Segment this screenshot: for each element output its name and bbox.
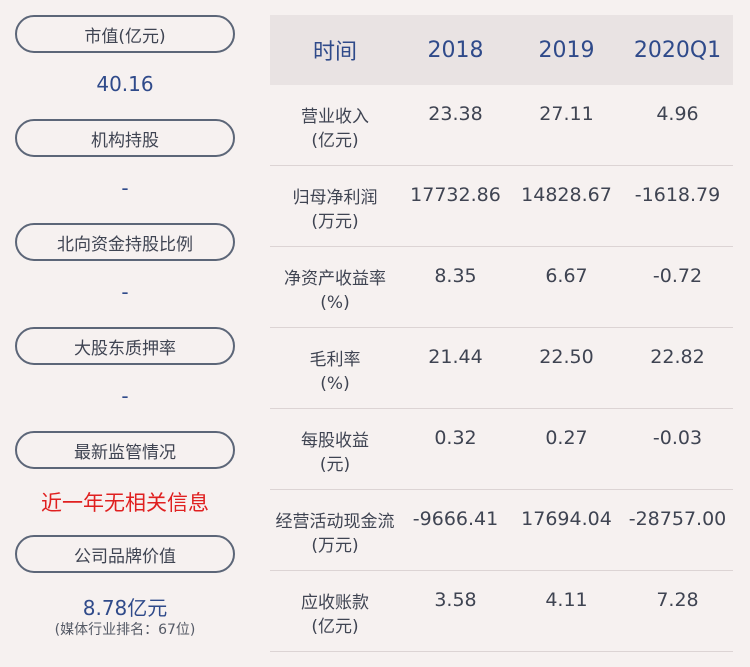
table-cell: -1618.79 bbox=[634, 184, 721, 206]
northbound-holding-value: - bbox=[121, 280, 129, 304]
institution-holding-value: - bbox=[121, 176, 129, 200]
header-2020q1: 2020Q1 bbox=[633, 37, 722, 63]
table-row: 每股收益 (元) 0.32 0.27 -0.03 bbox=[270, 409, 733, 490]
brand-value-label: 公司品牌价值 bbox=[15, 535, 235, 573]
row-label: 净资产收益率 (%) bbox=[284, 269, 386, 313]
table-row: 净资产收益率 (%) 8.35 6.67 -0.72 bbox=[270, 247, 733, 328]
table-row: 归母净利润 (万元) 17732.86 14828.67 -1618.79 bbox=[270, 166, 733, 247]
table-row: 营业收入 (亿元) 23.38 27.11 4.96 bbox=[270, 85, 733, 166]
table-row: 毛利率 (%) 21.44 22.50 22.82 bbox=[270, 328, 733, 409]
brand-value-amount: 8.78亿元 bbox=[82, 596, 168, 620]
header-period: 时间 bbox=[312, 40, 357, 65]
pledge-ratio-label: 大股东质押率 bbox=[15, 327, 235, 365]
row-label: 应收账款 (亿元) bbox=[301, 593, 369, 637]
table-cell: 4.96 bbox=[656, 103, 699, 125]
table-cell: 23.38 bbox=[428, 103, 483, 125]
table-cell: 21.44 bbox=[428, 346, 483, 368]
table-cell: 0.32 bbox=[434, 427, 477, 449]
table-cell: 4.11 bbox=[545, 589, 588, 611]
pledge-ratio-value: - bbox=[121, 384, 129, 408]
regulation-status-value: 近一年无相关信息 bbox=[41, 491, 209, 515]
table-cell: 7.28 bbox=[656, 589, 699, 611]
table-cell: 0.27 bbox=[545, 427, 588, 449]
table-cell: -28757.00 bbox=[628, 508, 727, 530]
row-label: 归母净利润 (万元) bbox=[292, 188, 378, 232]
row-label: 毛利率 (%) bbox=[309, 350, 361, 394]
table-cell: 22.82 bbox=[650, 346, 705, 368]
table-cell: 6.67 bbox=[545, 265, 588, 287]
header-2018: 2018 bbox=[427, 37, 484, 63]
row-label: 每股收益 (元) bbox=[301, 431, 369, 475]
market-cap-value: 40.16 bbox=[96, 72, 154, 96]
institution-holding-label: 机构持股 bbox=[15, 119, 235, 157]
table-cell: 8.35 bbox=[434, 265, 477, 287]
table-cell: 22.50 bbox=[539, 346, 594, 368]
brand-rank-note: (媒体行业排名：67位) bbox=[54, 622, 196, 638]
table-row: 经营活动现金流 (万元) -9666.41 17694.04 -28757.00 bbox=[270, 490, 733, 571]
table-cell: 17732.86 bbox=[410, 184, 501, 206]
table-row: 应收账款 (亿元) 3.58 4.11 7.28 bbox=[270, 571, 733, 652]
stock-summary-panel: 市值(亿元) 40.16 机构持股 - 北向资金持股比例 - 大股东质押率 - … bbox=[0, 0, 250, 667]
table-cell: 14828.67 bbox=[521, 184, 612, 206]
table-cell: 3.58 bbox=[434, 589, 477, 611]
table-cell: 27.11 bbox=[539, 103, 594, 125]
header-2019: 2019 bbox=[538, 37, 595, 63]
table-cell: -0.03 bbox=[652, 427, 703, 449]
row-label: 经营活动现金流 (万元) bbox=[275, 512, 395, 556]
financial-table: 时间 2018 2019 2020Q1 营业收入 (亿元) 23.38 27.11… bbox=[270, 15, 733, 652]
table-cell: 17694.04 bbox=[521, 508, 612, 530]
regulation-status-label: 最新监管情况 bbox=[15, 431, 235, 469]
row-label: 营业收入 (亿元) bbox=[301, 107, 369, 151]
table-cell: -0.72 bbox=[652, 265, 703, 287]
table-header: 时间 2018 2019 2020Q1 bbox=[270, 15, 733, 85]
table-cell: -9666.41 bbox=[412, 508, 499, 530]
northbound-holding-label: 北向资金持股比例 bbox=[15, 223, 235, 261]
market-cap-label: 市值(亿元) bbox=[15, 15, 235, 53]
